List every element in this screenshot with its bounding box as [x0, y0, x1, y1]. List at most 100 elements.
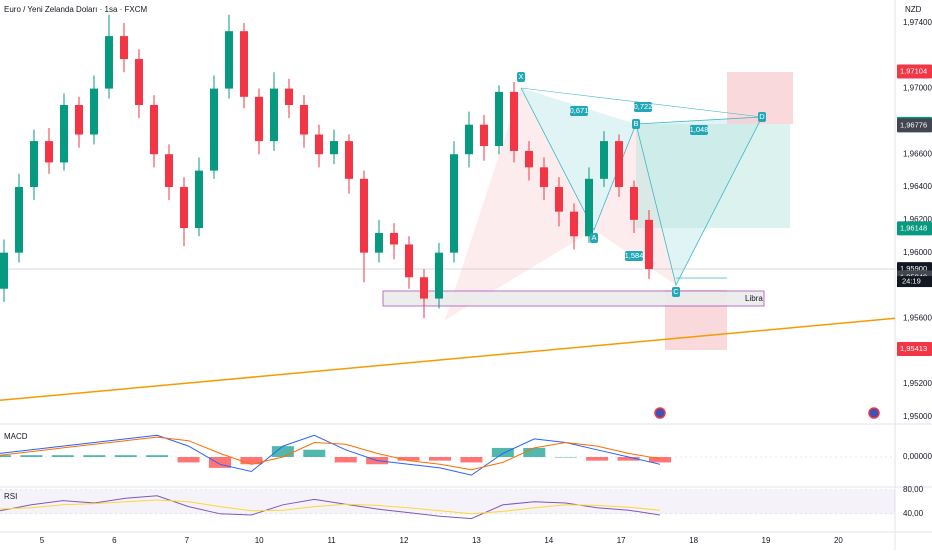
histogram-bar: [429, 457, 451, 461]
x-tick-label: 14: [544, 536, 553, 545]
y-tick-label: 1,95000: [903, 412, 932, 421]
pattern-point-bg: [758, 112, 766, 122]
price-badge-label: 1,96148: [900, 223, 927, 232]
x-tick-label: 19: [762, 536, 771, 545]
candle-body: [285, 88, 293, 105]
histogram-bar: [177, 457, 200, 463]
histogram-bar: [146, 455, 169, 457]
y-tick-label: 1,96000: [903, 248, 932, 257]
candle-body: [495, 91, 503, 147]
pattern-ratio: 1,584: [625, 251, 644, 260]
histogram-bar: [240, 457, 263, 465]
candle-body: [450, 154, 458, 253]
candle-body: [405, 244, 413, 278]
price-badge-label: 1,97104: [900, 67, 927, 76]
histogram-bar: [303, 449, 326, 457]
candle-body: [270, 88, 278, 142]
price-badge: [897, 341, 932, 356]
candle-body: [630, 187, 638, 220]
histogram-bar: [0, 455, 11, 457]
candle-body: [30, 141, 38, 188]
y-tick-label: 1,96600: [903, 149, 932, 158]
candle-body: [120, 36, 128, 60]
countdown: 24:19: [902, 277, 921, 286]
price-badge-label: 1,96776: [900, 120, 927, 129]
histogram-bar: [586, 457, 609, 461]
candle-body: [360, 178, 368, 253]
candle-body: [390, 232, 398, 245]
indicator-line: [0, 495, 661, 520]
pattern-teal: [521, 88, 636, 230]
candle-body: [15, 187, 23, 253]
pattern-lines: [520, 87, 763, 287]
candle-body: [315, 134, 323, 155]
y-tick-label: 1,97000: [903, 84, 932, 93]
y-tick-label: 0,00000: [903, 452, 932, 461]
candle-body: [555, 187, 563, 212]
candle-body: [600, 141, 608, 179]
pattern-point: X: [518, 72, 523, 81]
x-tick-label: 10: [255, 536, 264, 545]
y-tick-label: 1,96200: [903, 215, 932, 224]
histogram-bar: [271, 446, 294, 457]
y-tick-label: 40,00: [903, 509, 924, 518]
histogram-bar: [51, 455, 74, 457]
chart-title: Euro / Yeni Zelanda Doları · 1sa · FXCM: [4, 5, 148, 14]
candle-body: [165, 154, 173, 188]
y-tick-label: 1,96400: [903, 182, 932, 191]
candle-body: [615, 141, 623, 188]
x-tick-label: 18: [689, 536, 698, 545]
histogram-bar: [397, 457, 420, 461]
histogram-bar: [460, 457, 483, 463]
ratio-bg: [634, 102, 652, 112]
macd-title: MACD: [4, 432, 28, 441]
rsi-band: [0, 489, 895, 514]
pattern-point-bg: [590, 233, 598, 243]
price-badge: [897, 221, 932, 236]
x-tick-label: 6: [112, 536, 117, 545]
price-badge: [897, 118, 932, 133]
histogram-bar: [20, 455, 43, 457]
event-icon[interactable]: [868, 407, 880, 419]
pattern-point-bg: [672, 287, 680, 297]
candle-body: [645, 219, 653, 270]
indicator-line: [0, 499, 661, 515]
candle-body: [105, 36, 113, 89]
x-tick-label: 17: [617, 536, 626, 545]
candle-body: [90, 88, 98, 135]
pattern-ratio: 0,671: [570, 106, 589, 115]
candle-body: [435, 252, 443, 299]
currency: NZD: [905, 5, 922, 14]
histogram-bar: [554, 457, 577, 458]
pattern-ratio: 1,048: [690, 125, 709, 134]
candle-body: [480, 124, 488, 147]
histogram-bar: [334, 457, 357, 463]
x-tick-label: 12: [400, 536, 409, 545]
candle-body: [75, 105, 83, 135]
candle-body: [0, 252, 8, 289]
y-tick-label: 1,95200: [903, 379, 932, 388]
pattern-point: B: [633, 119, 638, 128]
target-zone: [636, 124, 790, 228]
candle-body: [540, 167, 548, 188]
trendline: [0, 317, 896, 402]
price-badge-label: 1,95900: [900, 264, 927, 273]
range-box: [382, 290, 765, 307]
candle-body: [210, 88, 218, 171]
pattern-red: [445, 88, 594, 320]
ratio-bg: [690, 125, 708, 135]
x-tick-label: 11: [327, 536, 336, 545]
candle-body: [465, 124, 473, 155]
price-badge-label: 1,95413: [900, 344, 927, 353]
candle-body: [180, 187, 188, 229]
pattern-point: D: [759, 112, 765, 121]
histogram-bar: [617, 457, 640, 461]
histogram-bar: [491, 447, 514, 457]
event-icon[interactable]: [654, 407, 666, 419]
indicator-line: [0, 434, 661, 476]
histogram-bar: [83, 455, 106, 457]
candle-body: [375, 232, 383, 253]
price-badge: [897, 64, 932, 79]
x-tick-label: 5: [40, 536, 45, 545]
